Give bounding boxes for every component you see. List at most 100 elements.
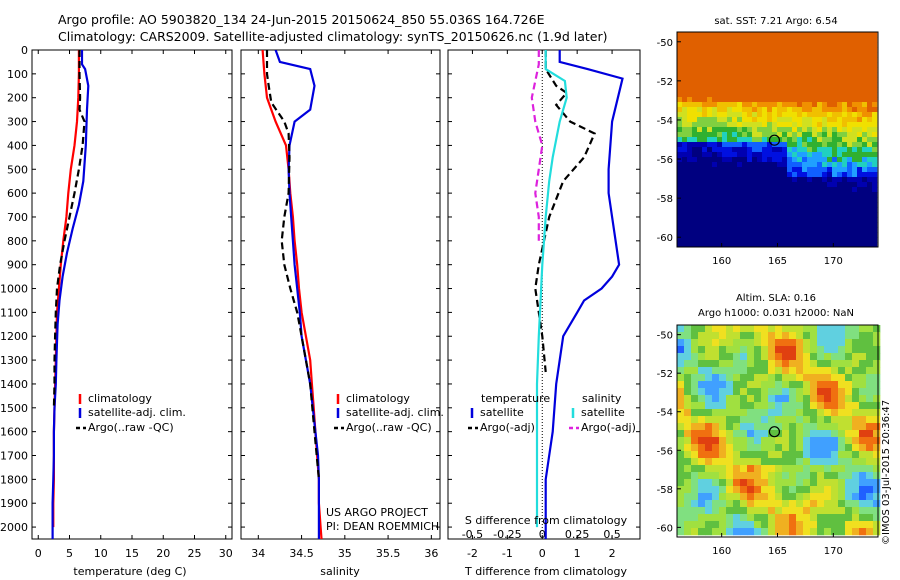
map-cell xyxy=(747,37,753,43)
map-cell xyxy=(682,87,688,93)
map-cell xyxy=(832,112,838,118)
map-cell xyxy=(752,162,758,168)
map-cell xyxy=(859,444,867,452)
map-cell xyxy=(712,147,718,153)
map-cell xyxy=(807,157,813,163)
map-cell xyxy=(677,222,683,228)
map-cell xyxy=(812,202,818,208)
map-cell xyxy=(705,325,713,333)
map-cell xyxy=(747,217,753,223)
map-cell xyxy=(872,232,878,238)
map-cell xyxy=(687,197,693,203)
map-cell xyxy=(847,222,853,228)
map-cell xyxy=(754,444,762,452)
map-cell xyxy=(824,493,832,501)
map-cell xyxy=(797,42,803,48)
map-cell xyxy=(733,458,741,466)
map-cell xyxy=(707,162,713,168)
map-cell xyxy=(757,122,763,128)
map-cell xyxy=(822,187,828,193)
map-cell xyxy=(847,102,853,108)
map-cell xyxy=(677,444,685,452)
map-cell xyxy=(754,388,762,396)
map-cell xyxy=(698,479,706,487)
map-cell xyxy=(698,514,706,522)
map-cell xyxy=(832,47,838,53)
map-cell xyxy=(807,32,813,38)
map-cell xyxy=(817,242,823,248)
map-cell xyxy=(737,142,743,148)
x-tick-label: 0 xyxy=(539,547,546,560)
map-cell xyxy=(847,47,853,53)
sst-heatmap xyxy=(677,32,878,248)
map-cell xyxy=(698,528,706,536)
map-cell xyxy=(677,472,685,480)
map-cell xyxy=(697,207,703,213)
map-cell xyxy=(803,500,811,508)
map-cell xyxy=(737,52,743,58)
map-cell xyxy=(752,207,758,213)
map-cell xyxy=(838,402,846,410)
map-cell xyxy=(682,72,688,78)
map-cell xyxy=(867,47,873,53)
map-cell xyxy=(847,177,853,183)
map-cell xyxy=(727,42,733,48)
map-cell xyxy=(717,142,723,148)
map-cell xyxy=(742,112,748,118)
map-cell xyxy=(698,381,706,389)
map-cell xyxy=(727,77,733,83)
map-cell xyxy=(792,152,798,158)
map-cell xyxy=(866,388,874,396)
map-cell xyxy=(845,409,853,417)
sla-heatmap xyxy=(677,325,881,536)
map-cell xyxy=(824,346,832,354)
map-cell xyxy=(702,47,708,53)
map-cell xyxy=(837,152,843,158)
map-cell xyxy=(726,437,734,445)
map-cell xyxy=(862,197,868,203)
map-cell xyxy=(740,374,748,382)
map-cell xyxy=(722,167,728,173)
map-cell xyxy=(772,232,778,238)
map-cell xyxy=(822,57,828,63)
map-cell xyxy=(824,479,832,487)
map-cell xyxy=(742,52,748,58)
map-cell xyxy=(857,197,863,203)
map-cell xyxy=(684,486,692,494)
map-cell xyxy=(807,212,813,218)
map-cell xyxy=(867,212,873,218)
map-cell xyxy=(797,222,803,228)
map-cell xyxy=(852,409,860,417)
map-cell xyxy=(754,367,762,375)
sla-map-title: Altim. SLA: 0.16 xyxy=(736,293,816,304)
map-cell xyxy=(867,207,873,213)
map-cell xyxy=(712,325,720,333)
map-cell xyxy=(677,232,683,238)
map-cell xyxy=(837,237,843,243)
map-cell xyxy=(842,197,848,203)
map-cell xyxy=(740,332,748,340)
map-cell xyxy=(867,242,873,248)
map-cell xyxy=(852,339,860,347)
map-cell xyxy=(727,182,733,188)
map-cell xyxy=(768,339,776,347)
map-cell xyxy=(692,162,698,168)
map-cell xyxy=(866,409,874,417)
map-cell xyxy=(857,42,863,48)
map-cell xyxy=(775,472,783,480)
map-cell xyxy=(740,360,748,368)
map-cell xyxy=(838,451,846,459)
map-cell xyxy=(817,237,823,243)
x-tick-label: 2 xyxy=(609,547,616,560)
map-cell xyxy=(737,47,743,53)
map-cell xyxy=(832,197,838,203)
map-cell xyxy=(762,177,768,183)
map-cell xyxy=(719,423,727,431)
map-cell xyxy=(812,172,818,178)
map-cell xyxy=(845,395,853,403)
map-cell xyxy=(707,107,713,113)
map-cell xyxy=(872,222,878,228)
map-cell xyxy=(873,528,881,536)
depth-tick-label: 800 xyxy=(7,235,28,248)
map-cell xyxy=(712,514,720,522)
